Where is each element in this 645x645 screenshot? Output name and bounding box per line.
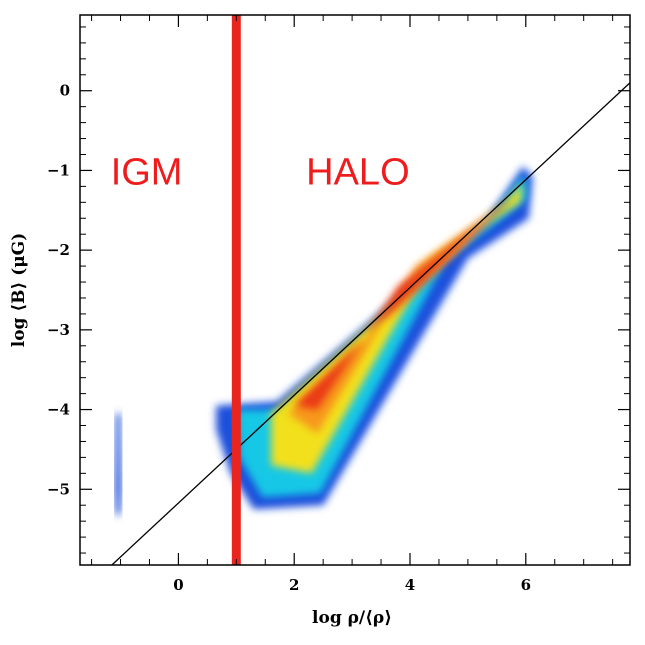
fit-line-layer	[111, 82, 631, 566]
ticks	[80, 15, 630, 565]
x-tick-label: 6	[521, 576, 531, 594]
x-tick-label: 2	[289, 576, 299, 594]
plot-frame	[79, 14, 631, 566]
y-tick-label: −2	[47, 241, 70, 259]
y-tick-label: −4	[47, 401, 70, 419]
tick-labels: 0 2 4 6 0 −1 −2 −3 −4 −5	[47, 82, 531, 594]
x-tick-label: 4	[405, 576, 415, 594]
y-axis-label: log ⟨B⟩ (μG)	[9, 233, 29, 347]
distributions	[114, 166, 533, 515]
y-tick-label: −1	[47, 161, 70, 179]
region-labels: IGM HALO	[111, 151, 410, 193]
region-label-halo: HALO	[306, 151, 409, 193]
igm-blob	[114, 413, 122, 515]
y-tick-label: −3	[47, 321, 70, 339]
y-tick-label: −5	[47, 480, 70, 498]
halo-red	[294, 200, 512, 410]
region-label-igm: IGM	[111, 151, 183, 193]
fit-line	[111, 82, 631, 566]
x-axis-label: log ρ/⟨ρ⟩	[312, 608, 392, 628]
y-tick-label: 0	[60, 82, 70, 100]
x-tick-label: 0	[173, 576, 183, 594]
halo-orange	[288, 194, 518, 434]
